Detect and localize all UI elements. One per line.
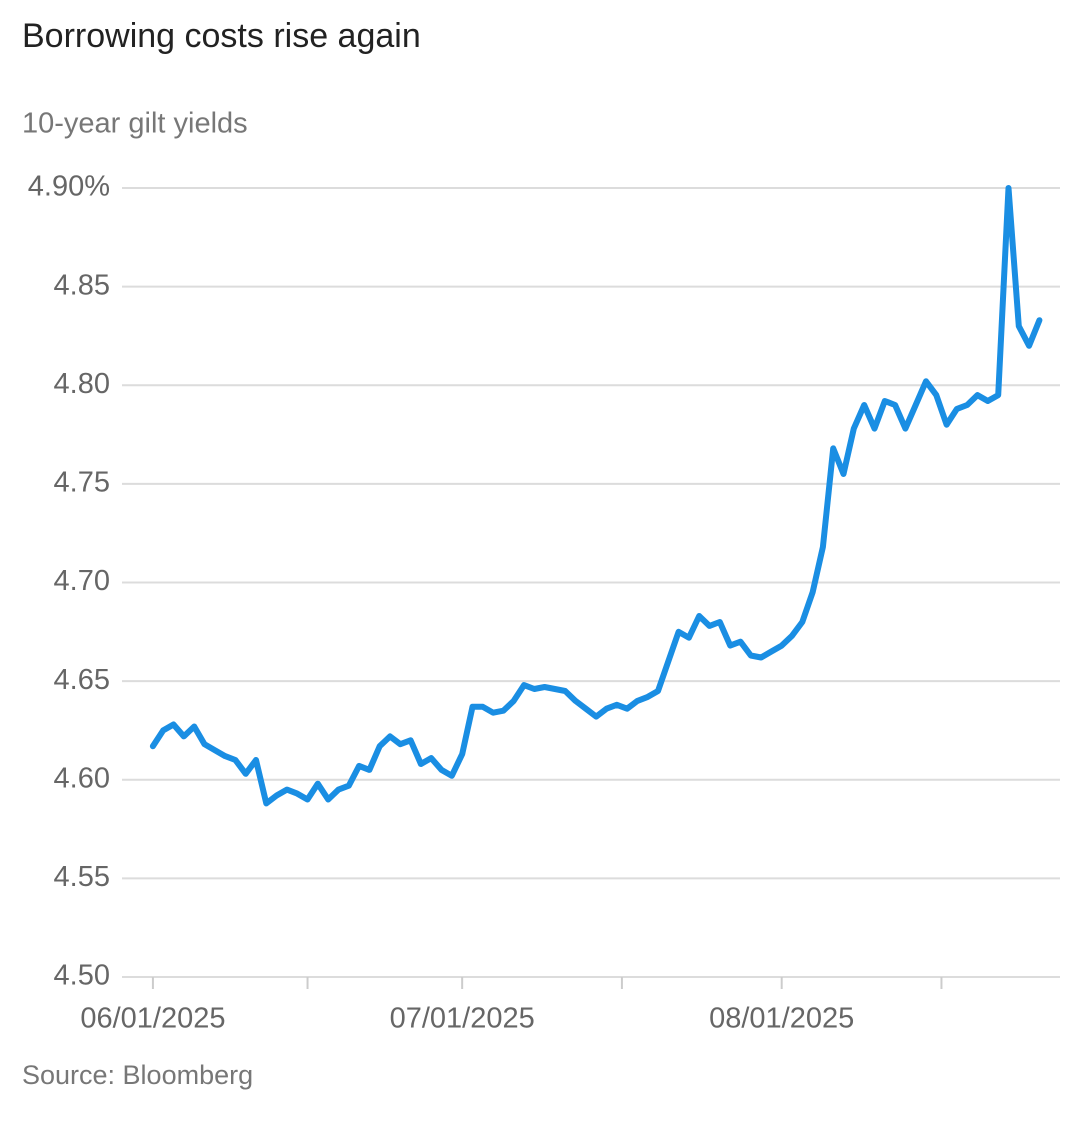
y-tick-label: 4.85: [54, 269, 110, 301]
chart-subtitle: 10-year gilt yields: [22, 108, 248, 140]
y-tick-label: 4.80: [54, 368, 110, 400]
y-tick-label: 4.90%: [28, 171, 110, 203]
y-tick-label: 4.75: [54, 467, 110, 499]
x-tick-label: 06/01/2025: [80, 1003, 225, 1035]
source-note: Source: Bloomberg: [22, 1060, 253, 1090]
y-tick-label: 4.60: [54, 762, 110, 794]
y-tick-label: 4.55: [54, 861, 110, 893]
y-tick-label: 4.70: [54, 565, 110, 597]
series-line: [149, 185, 1043, 807]
x-tick-label: 08/01/2025: [709, 1003, 854, 1035]
x-tick-label: 07/01/2025: [390, 1003, 535, 1035]
y-tick-label: 4.50: [54, 960, 110, 992]
y-tick-label: 4.65: [54, 664, 110, 696]
chart-title: Borrowing costs rise again: [22, 17, 421, 55]
